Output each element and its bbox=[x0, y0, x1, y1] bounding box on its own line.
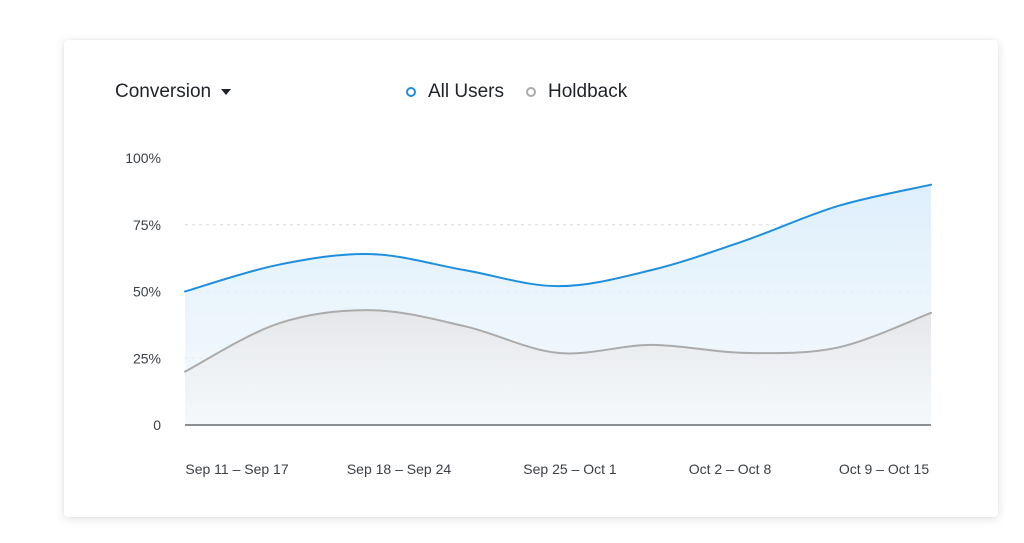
metric-dropdown[interactable]: Conversion bbox=[115, 81, 232, 103]
legend-item-all-users[interactable]: All Users bbox=[406, 81, 504, 103]
series-line-all-users bbox=[184, 183, 932, 293]
y-tick-label: 50% bbox=[133, 284, 161, 300]
x-tick-label: Sep 25 – Oct 1 bbox=[523, 461, 617, 477]
legend-item-holdback[interactable]: Holdback bbox=[526, 81, 627, 103]
x-tick-label: Sep 11 – Sep 17 bbox=[185, 461, 288, 477]
legend-label: Holdback bbox=[548, 81, 628, 102]
y-tick-label: 75% bbox=[133, 217, 161, 233]
series-line-holdback bbox=[184, 309, 932, 373]
legend-dot-icon bbox=[406, 87, 416, 97]
y-tick-label: 0 bbox=[153, 417, 161, 433]
x-tick-label: Oct 2 – Oct 8 bbox=[689, 461, 772, 477]
legend-dot-icon bbox=[526, 87, 537, 97]
chart-legend: All Users Holdback bbox=[406, 81, 649, 103]
metric-dropdown-label: Conversion bbox=[115, 81, 212, 102]
caret-down-icon bbox=[221, 89, 232, 95]
legend-label: All Users bbox=[428, 81, 505, 102]
y-tick-label: 25% bbox=[133, 350, 161, 366]
series-area-holdback bbox=[185, 310, 931, 425]
x-tick-label: Oct 9 – Oct 15 bbox=[839, 461, 929, 477]
y-tick-label: 100% bbox=[125, 150, 161, 166]
x-tick-label: Sep 18 – Sep 24 bbox=[347, 461, 452, 477]
